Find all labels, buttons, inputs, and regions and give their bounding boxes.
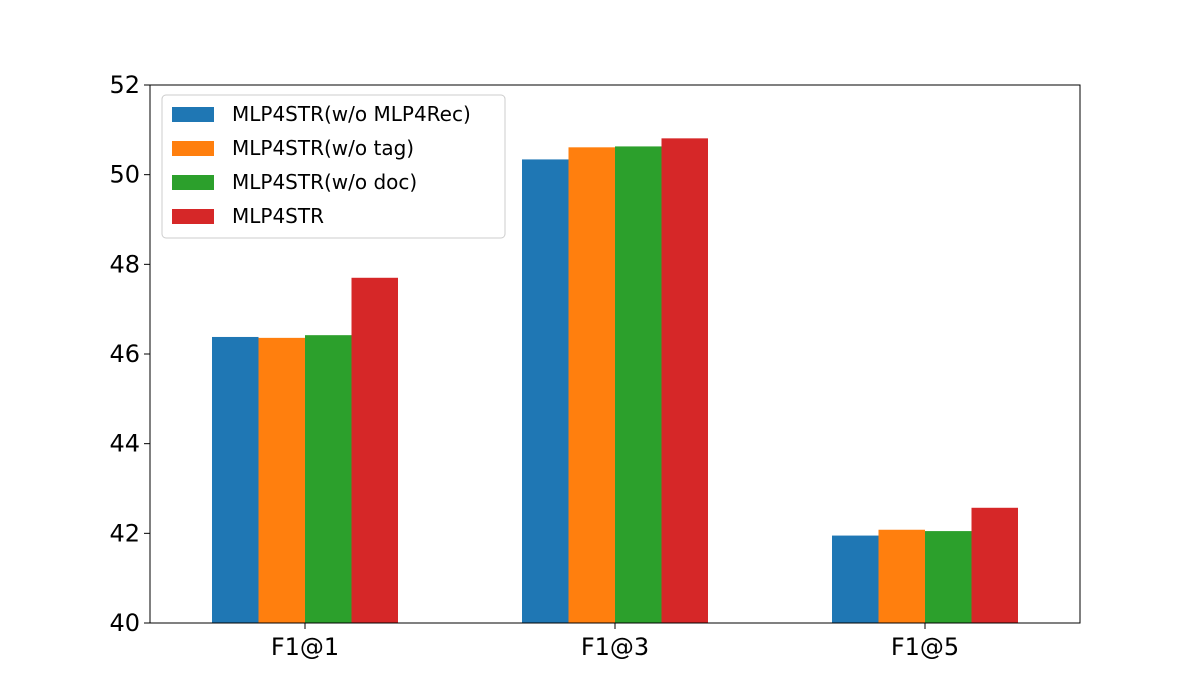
legend-swatch [172, 141, 214, 156]
y-tick-label: 52 [109, 71, 140, 99]
legend-label: MLP4STR(w/o doc) [232, 170, 417, 194]
bar-F1-at-1-series-3 [305, 335, 352, 623]
y-tick-label: 40 [109, 609, 140, 637]
bar-F1-at-3-series-2 [568, 147, 615, 623]
bars-layer [212, 138, 1018, 624]
legend: MLP4STR(w/o MLP4Rec) MLP4STR(w/o tag) MLP4… [161, 94, 506, 239]
legend-label: MLP4STR(w/o MLP4Rec) [232, 102, 471, 126]
y-axis: 40 42 44 46 48 50 52 [109, 71, 150, 637]
legend-box [161, 94, 506, 239]
y-tick-label: 46 [109, 340, 140, 368]
bar-F1-at-5-series-4 [971, 507, 1018, 623]
legend-swatch [172, 209, 214, 224]
x-tick-label: F1@5 [891, 633, 959, 661]
bar-F1-at-5-series-1 [832, 535, 879, 623]
y-tick-label: 50 [109, 161, 140, 189]
bar-F1-at-3-series-3 [615, 146, 662, 624]
legend-swatch [172, 107, 214, 122]
bar-F1-at-1-series-1 [212, 336, 259, 623]
legend-swatch [172, 175, 214, 190]
y-tick-label: 44 [109, 430, 140, 458]
x-axis: F1@1 F1@3 F1@5 [271, 623, 959, 661]
bar-F1-at-1-series-2 [258, 337, 305, 623]
x-tick-label: F1@3 [581, 633, 649, 661]
y-tick-label: 48 [109, 250, 140, 278]
legend-label: MLP4STR(w/o tag) [232, 136, 414, 160]
y-tick-label: 42 [109, 519, 140, 547]
bar-F1-at-5-series-3 [925, 531, 972, 623]
bar-F1-at-5-series-2 [878, 529, 925, 623]
legend-label: MLP4STR [232, 204, 324, 228]
bar-F1-at-3-series-4 [661, 138, 708, 623]
bar-F1-at-1-series-4 [351, 277, 398, 623]
x-tick-label: F1@1 [271, 633, 339, 661]
bar-F1-at-3-series-1 [522, 159, 569, 624]
